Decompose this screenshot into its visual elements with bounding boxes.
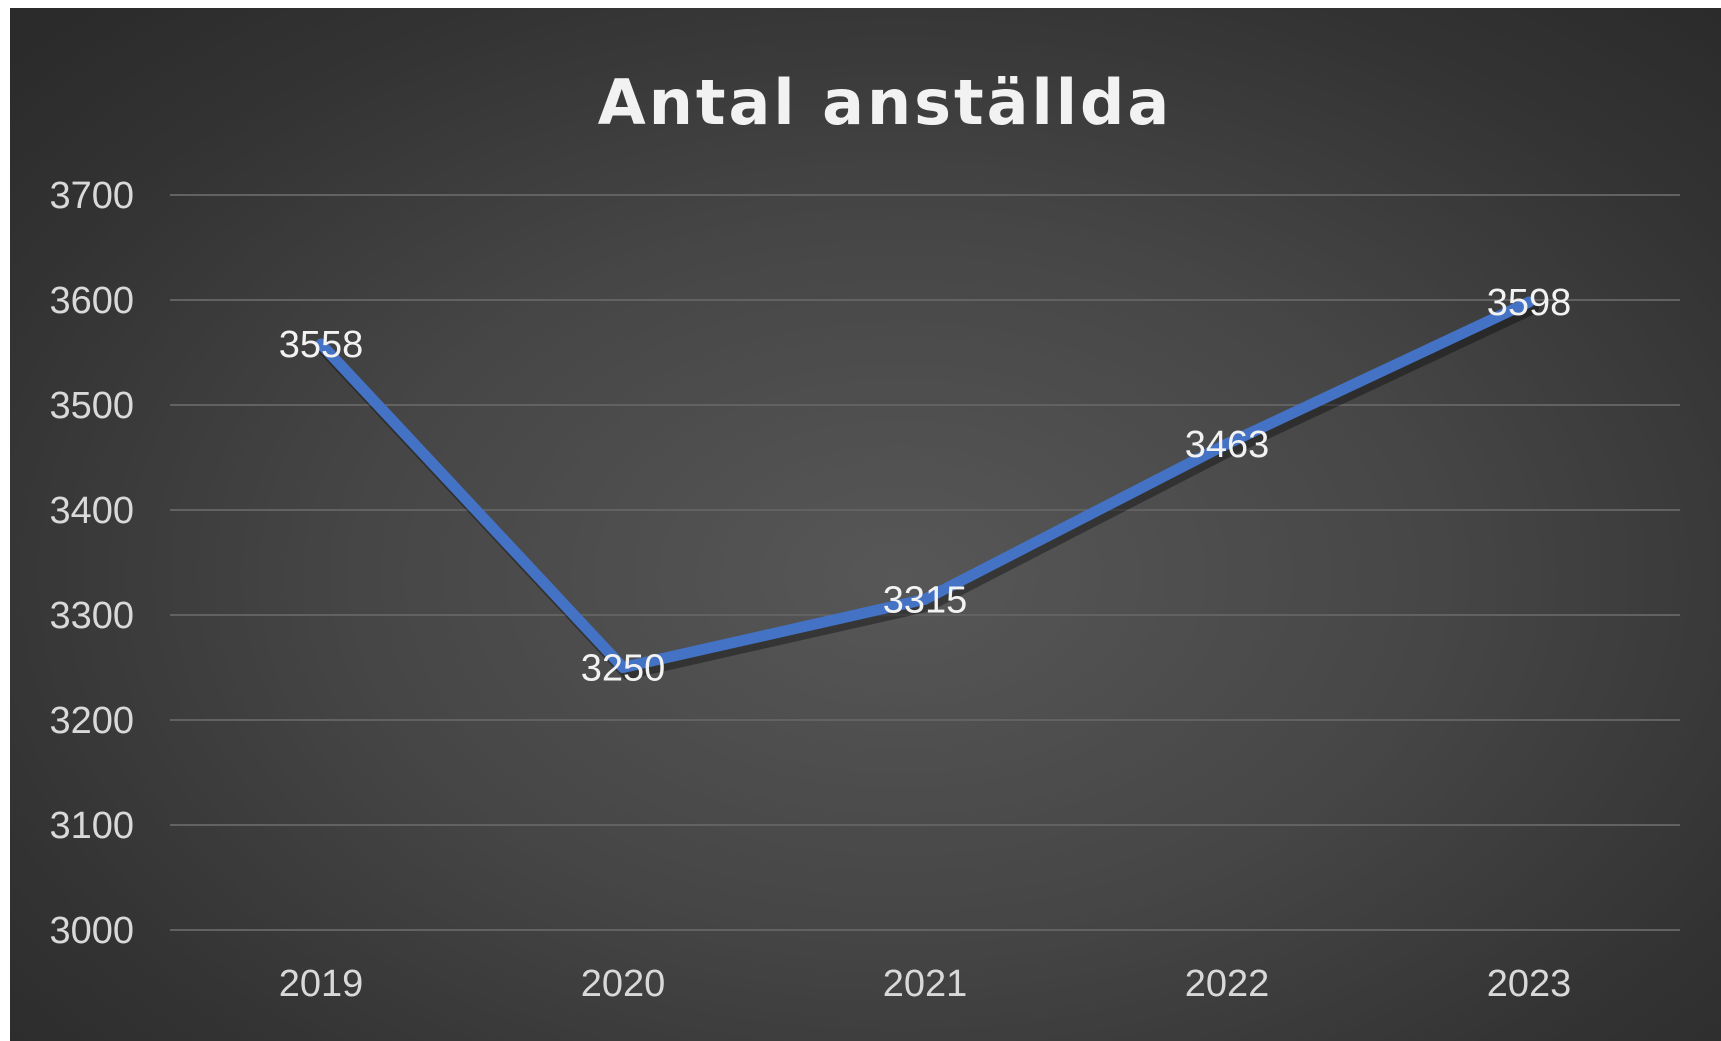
data-point-2019 — [315, 338, 327, 350]
x-tick-label: 2019 — [279, 963, 364, 1005]
y-axis-tick-labels: 3000 3100 3200 3300 3400 3500 3600 3700 — [49, 175, 134, 952]
y-tick-label: 3700 — [49, 175, 134, 217]
gridlines — [170, 194, 1680, 931]
data-point-2022 — [1221, 438, 1233, 450]
y-tick-label: 3600 — [49, 280, 134, 322]
chart-title: Antal anställda — [598, 66, 1173, 139]
data-labels: 3558 3250 3315 3463 3598 — [279, 282, 1572, 689]
x-tick-label: 2021 — [883, 963, 968, 1005]
data-point-2021 — [919, 593, 931, 605]
x-tick-label: 2023 — [1487, 963, 1572, 1005]
x-tick-label: 2020 — [581, 963, 666, 1005]
y-tick-label: 3300 — [49, 595, 134, 637]
y-tick-label: 3500 — [49, 385, 134, 427]
y-tick-label: 3100 — [49, 805, 134, 847]
chart-area: Antal anställda 3000 3100 3200 3300 3400 3500… — [10, 8, 1721, 1041]
data-label: 3250 — [581, 648, 666, 690]
data-label: 3558 — [279, 324, 364, 366]
data-point-2023 — [1523, 296, 1535, 308]
x-axis-tick-labels: 2019 2020 2021 2022 2023 — [279, 963, 1572, 1005]
data-point-2020 — [617, 662, 629, 673]
series-line-group — [315, 296, 1539, 680]
data-label: 3315 — [883, 579, 968, 621]
y-tick-label: 3200 — [49, 700, 134, 742]
x-tick-label: 2022 — [1185, 963, 1270, 1005]
y-tick-label: 3000 — [49, 910, 134, 952]
data-label: 3598 — [1487, 282, 1572, 324]
line-chart: Antal anställda 3000 3100 3200 3300 3400 3500… — [49, 66, 1680, 1005]
y-tick-label: 3400 — [49, 490, 134, 532]
data-label: 3463 — [1185, 424, 1270, 466]
